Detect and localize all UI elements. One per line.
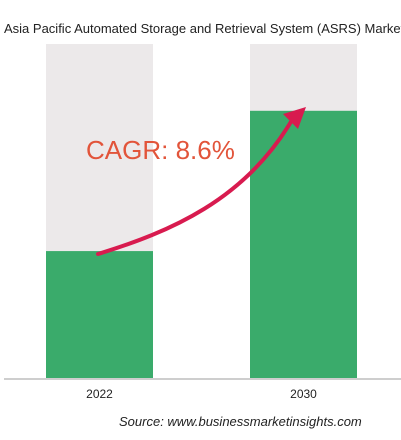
x-tick-label-2030: 2030 (290, 387, 317, 401)
bar-2022 (46, 251, 153, 378)
x-tick-label-2022: 2022 (86, 387, 113, 401)
source-label: Source: www.businessmarketinsights.com (119, 414, 362, 429)
x-tick-labels: 2022 2030 (86, 387, 317, 401)
bar-2030 (250, 110, 357, 379)
cagr-label: CAGR: 8.6% (86, 135, 235, 165)
chart-title: Asia Pacific Automated Storage and Retri… (4, 21, 401, 36)
cagr-arrowhead-icon (283, 107, 306, 129)
bars-layer (46, 44, 357, 379)
cagr-arrow-icon (96, 118, 294, 256)
